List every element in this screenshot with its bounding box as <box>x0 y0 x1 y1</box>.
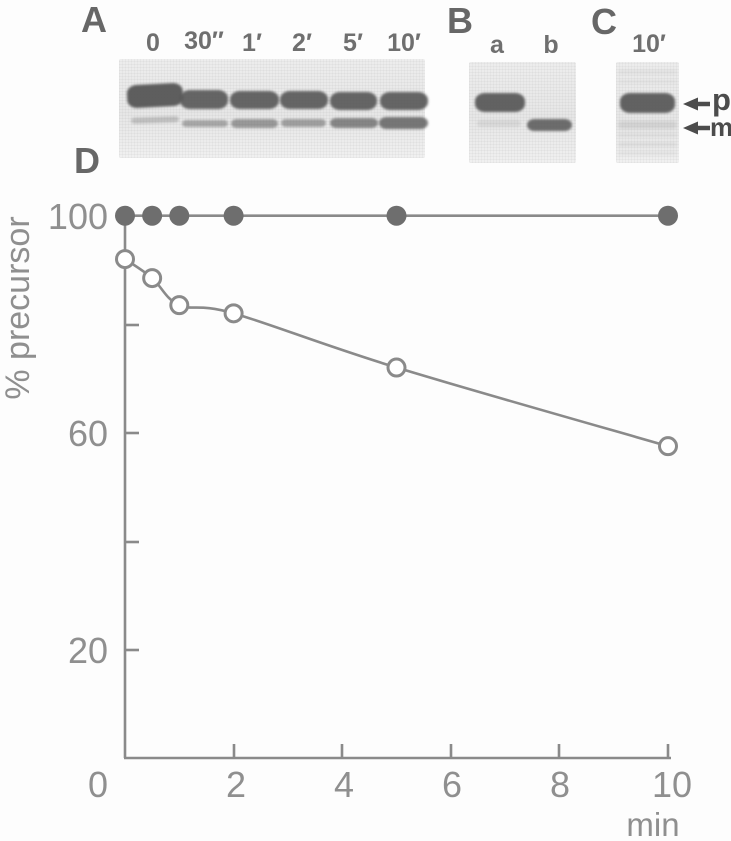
gel-band-p <box>230 91 279 109</box>
panel-b-letter: B <box>447 0 473 41</box>
x-tick-label-0: 0 <box>87 764 109 805</box>
gel-band-m <box>379 117 428 129</box>
gel-band-p <box>280 91 328 109</box>
x-tick-label-8: 8 <box>549 764 571 805</box>
gel-band-m-faint <box>617 121 678 129</box>
lane-label-a-0: 0 <box>146 29 160 57</box>
lane-label-a-5m: 5′ <box>343 29 363 57</box>
x-tick-label-2: 2 <box>225 764 247 805</box>
data-point-open <box>115 249 135 270</box>
gel-band-p <box>620 93 675 113</box>
gel-streak <box>617 142 678 147</box>
y-tick-label-60: 60 <box>67 413 108 454</box>
y-tick-label-20: 20 <box>67 630 108 671</box>
data-point-open <box>223 303 244 324</box>
series-open-circles <box>115 249 678 457</box>
data-point-filled <box>169 205 190 226</box>
gel-streak <box>617 151 678 155</box>
gel-band-m-faint <box>477 120 521 127</box>
data-point-open <box>386 357 407 378</box>
lane-label-c-10m: 10′ <box>632 30 666 58</box>
lane-label-b-b: b <box>543 31 559 59</box>
data-point-filled <box>658 205 678 226</box>
gel-band-p <box>475 93 525 112</box>
gel-band-m <box>182 120 228 127</box>
lane-label-a-1m: 1′ <box>242 29 262 57</box>
mature-band-label: m <box>710 112 731 142</box>
data-point-open <box>142 268 163 289</box>
mature-arrow <box>683 121 710 135</box>
series-line <box>124 258 669 448</box>
x-tick-label-4: 4 <box>333 764 355 805</box>
precursor-arrow <box>683 97 710 111</box>
panel-c-letter: C <box>591 1 617 42</box>
gel-band-p <box>380 92 428 110</box>
data-point-open <box>658 436 678 457</box>
x-tick-label-6: 6 <box>441 764 463 805</box>
gel-band-m <box>281 119 326 127</box>
gel-band-p <box>180 90 228 109</box>
y-tick-label-100: 100 <box>47 196 108 237</box>
gel-image-panel-c <box>616 62 679 163</box>
gel-band-m <box>527 119 572 131</box>
gel-streak <box>617 80 678 83</box>
lane-label-a-10m: 10′ <box>387 29 421 57</box>
data-point-filled <box>223 205 244 226</box>
data-point-filled <box>142 205 163 226</box>
lane-label-b-a: a <box>490 31 504 59</box>
gel-image-panel-a <box>119 59 428 158</box>
gel-streak <box>617 70 678 74</box>
x-tick-label-10: 10 <box>651 764 693 805</box>
gel-band-m <box>231 119 278 128</box>
x-axis-title: min <box>626 806 680 841</box>
gel-image-panel-b <box>469 62 576 163</box>
gel-streak <box>617 133 678 137</box>
gel-band-p <box>330 92 377 110</box>
data-point-open <box>169 295 190 316</box>
lane-label-a-30s: 30″ <box>184 27 224 55</box>
gel-band-m <box>330 118 378 128</box>
lane-label-a-2m: 2′ <box>292 29 312 57</box>
precursor-band-label: p <box>712 82 731 117</box>
data-point-filled <box>115 205 135 226</box>
data-point-filled <box>386 205 407 226</box>
panel-a-letter: A <box>81 0 107 40</box>
panel-d-letter: D <box>74 140 100 181</box>
series-filled-circles <box>115 205 678 226</box>
